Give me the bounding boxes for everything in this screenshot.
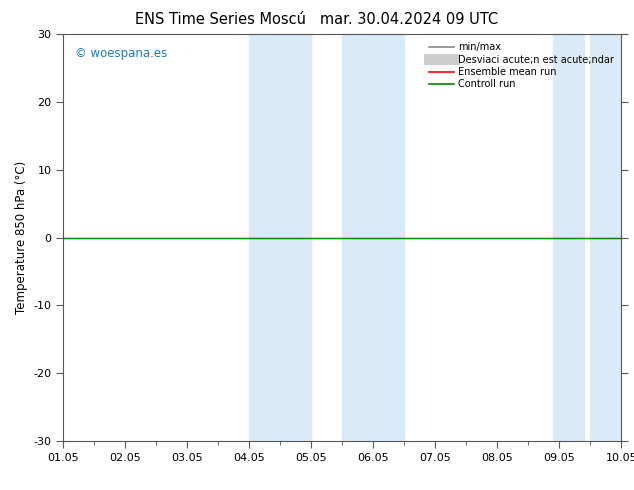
Bar xyxy=(342,34,404,441)
Legend: min/max, Desviaci acute;n est acute;ndar, Ensemble mean run, Controll run: min/max, Desviaci acute;n est acute;ndar… xyxy=(427,39,616,92)
Bar xyxy=(553,34,584,441)
Y-axis label: Temperature 850 hPa (°C): Temperature 850 hPa (°C) xyxy=(15,161,28,314)
Bar xyxy=(249,34,311,441)
Bar xyxy=(590,34,621,441)
Text: © woespana.es: © woespana.es xyxy=(75,47,167,59)
Text: ENS Time Series Moscú   mar. 30.04.2024 09 UTC: ENS Time Series Moscú mar. 30.04.2024 09… xyxy=(136,12,498,27)
